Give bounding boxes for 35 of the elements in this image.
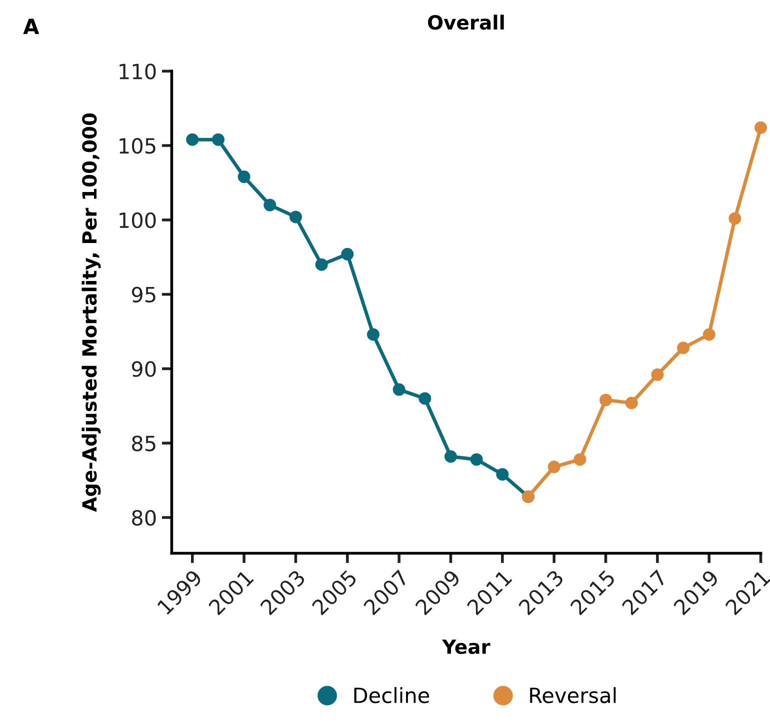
point <box>754 121 768 134</box>
legend-label: Decline <box>354 687 430 704</box>
point <box>702 328 716 341</box>
point <box>392 383 406 396</box>
point <box>212 133 224 146</box>
y-tick-label: 110 <box>120 64 156 80</box>
y-tick-label: 100 <box>120 212 156 228</box>
x-axis-title: Year <box>442 640 490 654</box>
y-tick-label: 85 <box>132 436 156 452</box>
point <box>677 342 690 354</box>
point <box>651 368 664 381</box>
point <box>366 328 380 341</box>
text: A <box>23 18 40 34</box>
point <box>548 460 560 474</box>
y-tick-label: 90 <box>132 361 156 377</box>
point <box>599 394 612 406</box>
point <box>574 453 586 466</box>
y-tick-label: 95 <box>132 286 156 303</box>
legend-label: Reversal <box>530 687 616 704</box>
point <box>238 170 250 184</box>
point <box>315 258 328 271</box>
y-tick-label: 105 <box>120 138 156 154</box>
y-axis-title: Age-Adjusted Mortality, Per 100,000 <box>82 113 101 512</box>
y-tick-label: 80 <box>132 510 156 526</box>
point <box>728 212 742 225</box>
point <box>470 453 483 466</box>
point <box>444 450 457 463</box>
point <box>264 198 276 212</box>
point <box>496 468 509 481</box>
point <box>186 133 199 146</box>
point <box>625 396 638 410</box>
point <box>289 210 302 224</box>
chart-title: Overall <box>428 14 504 30</box>
point <box>418 392 432 405</box>
point <box>341 248 354 260</box>
